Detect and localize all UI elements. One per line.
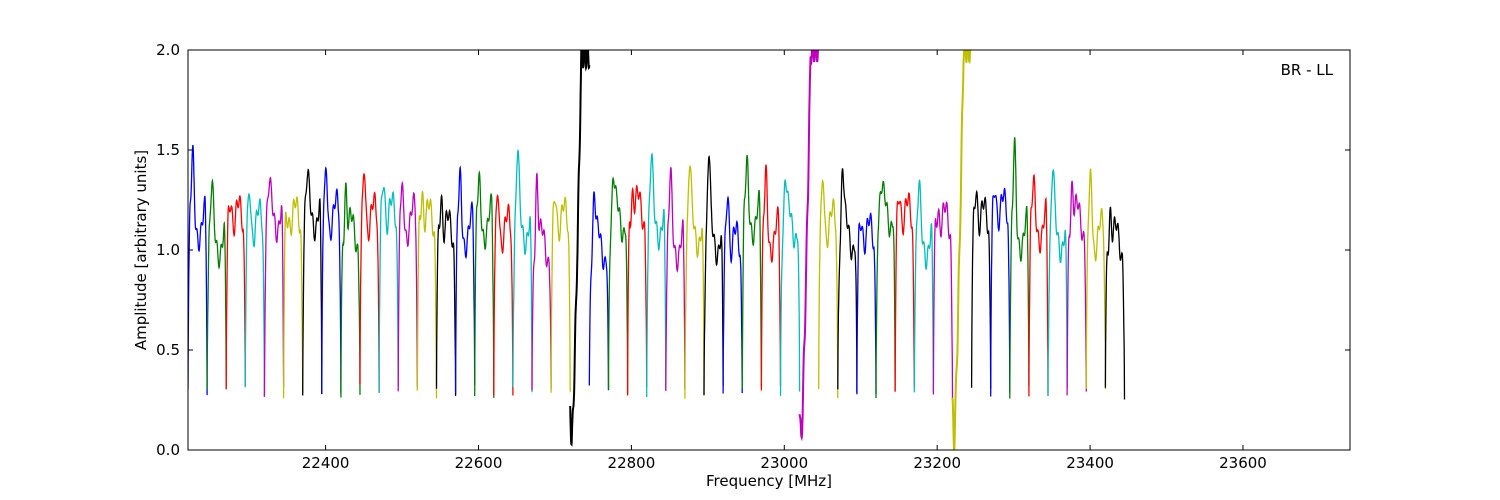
series-line-channel-17	[493, 194, 514, 396]
series-layer	[188, 50, 1126, 450]
series-line-channel-43	[990, 187, 1011, 397]
series-line-channel-13	[416, 190, 438, 399]
ticks-layer: 22400 22600 22800 23000 23200 23400 23600 0.0 0.…	[156, 41, 1350, 472]
chart-annotation: BR - LL	[1281, 61, 1334, 79]
series-line-channel-20	[550, 196, 571, 393]
series-line-channel-2	[206, 178, 227, 390]
y-tick-label: 1.5	[156, 141, 180, 159]
series-line-channel-18	[512, 148, 533, 393]
series-line-channel-36	[856, 212, 877, 395]
x-axis-label: Frequency [MHz]	[706, 472, 832, 490]
series-line-channel-30	[741, 154, 763, 389]
series-line-channel-24	[626, 184, 648, 396]
plot-area	[188, 50, 1350, 450]
series-line-channel-42	[970, 189, 992, 389]
x-tick-label: 23200	[913, 454, 961, 472]
series-line-channel-48	[1085, 168, 1107, 390]
series-line-channel-35	[837, 168, 858, 393]
series-line-channel-29	[722, 195, 743, 394]
series-line-channel-39	[913, 179, 935, 393]
series-line-channel-31	[760, 164, 782, 391]
y-tick-label: 1.0	[156, 241, 180, 259]
series-line-channel-27	[684, 165, 705, 399]
series-line-channel-32	[779, 178, 801, 396]
x-tick-label: 22800	[608, 454, 656, 472]
series-line-channel-46	[1047, 169, 1068, 396]
x-tick-label: 23000	[760, 454, 808, 472]
series-line-channel-5	[263, 176, 285, 397]
x-tick-label: 22400	[302, 454, 350, 472]
series-line-channel-45	[1028, 173, 1049, 397]
series-line-channel-3	[225, 195, 246, 389]
series-line-channel-25	[646, 152, 667, 398]
x-tick-label: 23600	[1219, 454, 1267, 472]
series-line-channel-47	[1066, 180, 1087, 396]
series-line-channel-38	[894, 191, 915, 392]
series-line-channel-37	[875, 180, 896, 399]
series-line-channel-1	[188, 144, 208, 396]
y-tick-label: 2.0	[156, 41, 180, 59]
series-line-channel-10	[359, 172, 380, 393]
series-line-channel-28	[703, 155, 724, 396]
y-axis-label: Amplitude [arbitrary units]	[132, 150, 150, 350]
series-line-channel-44	[1009, 137, 1030, 399]
series-line-channel-9	[340, 182, 361, 398]
series-line-channel-8	[321, 166, 342, 394]
series-line-channel-12	[397, 180, 418, 392]
series-line-channel-49	[1104, 206, 1126, 400]
series-line-channel-41	[951, 50, 972, 450]
series-line-channel-11	[378, 186, 399, 394]
x-tick-label: 23400	[1066, 454, 1114, 472]
series-line-channel-7	[302, 168, 323, 396]
series-line-channel-26	[665, 167, 686, 391]
series-line-channel-21	[569, 50, 591, 447]
series-line-channel-34	[818, 178, 839, 398]
y-tick-label: 0.5	[156, 341, 180, 359]
series-line-channel-40	[932, 201, 954, 400]
y-tick-label: 0.0	[156, 441, 180, 459]
series-line-channel-33	[798, 50, 819, 442]
series-line-channel-14	[435, 193, 457, 396]
series-line-channel-22	[588, 191, 610, 391]
series-line-channel-19	[531, 173, 552, 391]
x-tick-label: 22600	[455, 454, 503, 472]
series-line-channel-15	[454, 165, 476, 394]
series-line-channel-4	[244, 193, 266, 397]
series-line-channel-6	[282, 196, 304, 399]
series-line-channel-16	[474, 169, 495, 398]
plot-frame	[187, 49, 1351, 451]
series-line-channel-23	[607, 176, 629, 394]
